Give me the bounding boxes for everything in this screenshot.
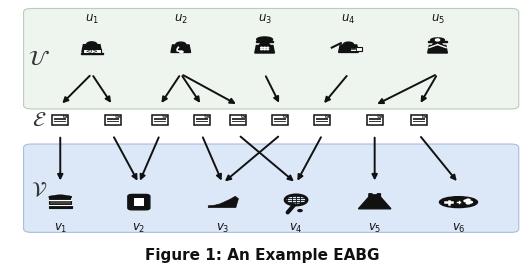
Bar xyxy=(83,49,101,53)
Text: $v_3$: $v_3$ xyxy=(216,222,230,235)
Circle shape xyxy=(432,43,443,47)
Circle shape xyxy=(260,47,263,48)
Circle shape xyxy=(343,42,354,47)
Text: $\mathcal{U}$: $\mathcal{U}$ xyxy=(28,49,50,69)
Bar xyxy=(134,198,144,206)
Polygon shape xyxy=(339,45,358,52)
Text: $u_3$: $u_3$ xyxy=(258,13,271,26)
Text: Figure 1: An Example EABG: Figure 1: An Example EABG xyxy=(145,248,379,263)
Polygon shape xyxy=(242,115,246,117)
Ellipse shape xyxy=(257,37,272,42)
FancyBboxPatch shape xyxy=(314,115,330,124)
Polygon shape xyxy=(422,115,427,117)
FancyBboxPatch shape xyxy=(367,115,383,124)
FancyBboxPatch shape xyxy=(194,115,210,124)
Polygon shape xyxy=(367,195,382,199)
Text: $u_1$: $u_1$ xyxy=(85,13,99,26)
Bar xyxy=(49,200,71,204)
Circle shape xyxy=(466,199,470,201)
Circle shape xyxy=(259,43,270,47)
Text: $v_5$: $v_5$ xyxy=(368,222,381,235)
FancyBboxPatch shape xyxy=(105,115,121,124)
Polygon shape xyxy=(82,45,102,52)
Text: $u_5$: $u_5$ xyxy=(431,13,444,26)
Text: </>: </> xyxy=(85,48,98,53)
FancyBboxPatch shape xyxy=(52,115,68,124)
Polygon shape xyxy=(116,115,121,117)
FancyBboxPatch shape xyxy=(377,194,380,196)
FancyBboxPatch shape xyxy=(152,115,168,124)
Polygon shape xyxy=(378,115,383,117)
Circle shape xyxy=(180,51,183,53)
Circle shape xyxy=(435,39,440,41)
Circle shape xyxy=(466,202,470,204)
Polygon shape xyxy=(428,45,447,53)
Ellipse shape xyxy=(49,196,71,198)
Polygon shape xyxy=(63,115,68,117)
FancyBboxPatch shape xyxy=(231,115,246,124)
Circle shape xyxy=(267,49,269,50)
FancyBboxPatch shape xyxy=(272,115,288,124)
FancyBboxPatch shape xyxy=(369,194,372,196)
Circle shape xyxy=(468,201,473,203)
Circle shape xyxy=(464,200,467,202)
FancyBboxPatch shape xyxy=(24,9,519,109)
Bar xyxy=(49,196,70,199)
Text: $v_2$: $v_2$ xyxy=(132,222,146,235)
Polygon shape xyxy=(163,115,168,117)
Bar xyxy=(350,47,362,51)
Bar xyxy=(81,53,103,54)
PathPatch shape xyxy=(208,196,238,207)
Circle shape xyxy=(86,42,97,47)
Bar xyxy=(256,41,273,42)
Ellipse shape xyxy=(431,38,444,42)
FancyBboxPatch shape xyxy=(24,144,519,232)
Text: $\mathcal{E}$: $\mathcal{E}$ xyxy=(32,110,47,130)
Text: $u_4$: $u_4$ xyxy=(341,13,356,26)
Bar xyxy=(49,205,72,209)
Circle shape xyxy=(176,42,186,47)
Polygon shape xyxy=(205,115,210,117)
Text: $u_2$: $u_2$ xyxy=(174,13,188,26)
FancyBboxPatch shape xyxy=(128,194,150,210)
Polygon shape xyxy=(255,45,275,53)
Ellipse shape xyxy=(440,197,477,207)
Circle shape xyxy=(260,49,263,50)
Circle shape xyxy=(264,47,266,48)
FancyBboxPatch shape xyxy=(411,115,427,124)
Polygon shape xyxy=(325,115,330,117)
Polygon shape xyxy=(283,115,288,117)
Text: $\mathcal{V}$: $\mathcal{V}$ xyxy=(31,180,47,200)
Ellipse shape xyxy=(56,195,65,197)
Circle shape xyxy=(267,47,269,48)
Polygon shape xyxy=(358,199,391,209)
Text: $v_1$: $v_1$ xyxy=(53,222,67,235)
Text: $v_6$: $v_6$ xyxy=(452,222,465,235)
Circle shape xyxy=(298,210,302,211)
Bar xyxy=(428,41,447,42)
Text: $v_4$: $v_4$ xyxy=(289,222,303,235)
Polygon shape xyxy=(171,45,191,52)
Circle shape xyxy=(264,49,266,50)
